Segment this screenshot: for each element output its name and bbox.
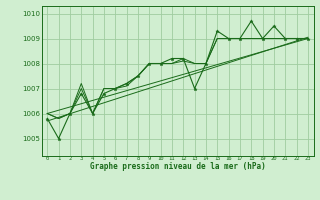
X-axis label: Graphe pression niveau de la mer (hPa): Graphe pression niveau de la mer (hPa) bbox=[90, 162, 266, 171]
